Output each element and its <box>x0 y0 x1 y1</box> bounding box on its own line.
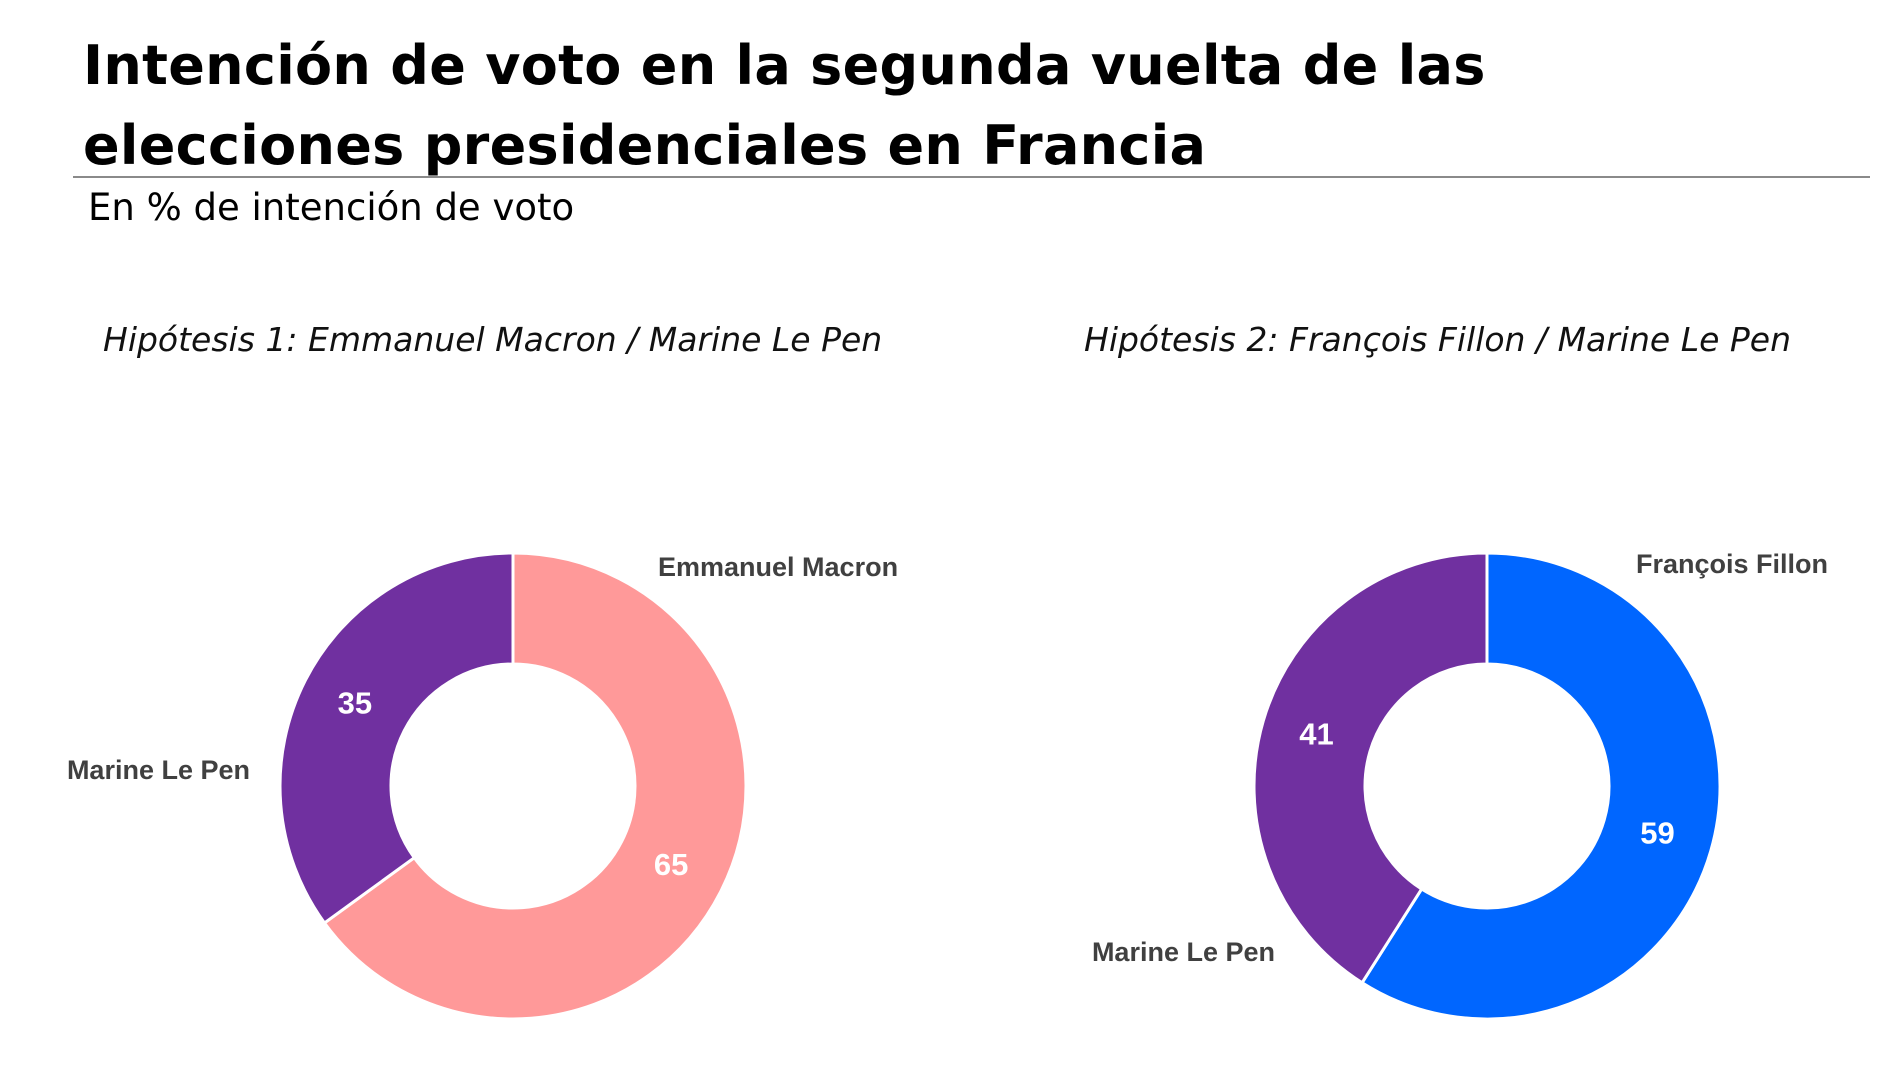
donut-1-value-label-1: 65 <box>654 847 688 882</box>
donut-2-slice-2 <box>1252 551 1489 985</box>
chart-title: Intención de voto en la segunda vuelta d… <box>83 26 1486 186</box>
donut-1-value-label-2: 35 <box>338 686 372 721</box>
donut-1-category-label-1: Emmanuel Macron <box>658 552 898 582</box>
donut-1-category-label-2: Marine Le Pen <box>67 755 250 785</box>
chart-subtitle: En % de intención de voto <box>88 186 575 229</box>
donut-1-slice-2 <box>278 551 515 926</box>
donut-2-value-label-2: 41 <box>1299 717 1333 752</box>
donut-1-slice-1 <box>322 551 748 1021</box>
donut-2-category-label-1: François Fillon <box>1636 549 1828 579</box>
hypothesis-2-title: Hipótesis 2: François Fillon / Marine Le… <box>1084 320 1792 359</box>
donut-2-value-label-1: 59 <box>1640 816 1674 851</box>
donut-2-slice-1 <box>1360 551 1722 1021</box>
title-divider <box>73 176 1870 178</box>
chart-title-line1: Intención de voto en la segunda vuelta d… <box>83 34 1486 97</box>
hypothesis-1-title: Hipótesis 1: Emmanuel Macron / Marine Le… <box>103 320 883 359</box>
donut-2-category-label-2: Marine Le Pen <box>1092 937 1275 967</box>
chart-title-line2: elecciones presidenciales en Francia <box>83 114 1207 177</box>
